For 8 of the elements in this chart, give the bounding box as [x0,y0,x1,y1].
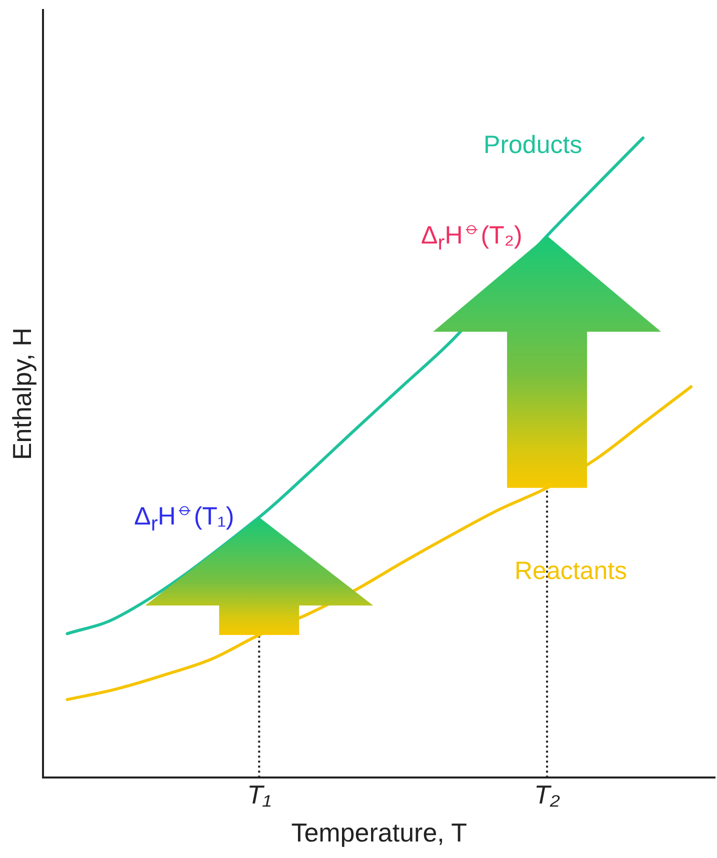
annotation: Δ$_{r}$H$^{⦵}$(T₁) [134,497,234,536]
x-tick-label: T₂ [534,779,560,810]
series-label: Products [484,131,582,160]
series-label: Reactants [514,557,628,586]
x-axis-title: Temperature, T [291,818,468,848]
y-axis-title: Enthalpy, H [6,328,37,460]
annotation: Δ$_{r}$H$^{⦵}$(T₂) [421,216,522,254]
x-tick-label: T₁ [247,779,272,810]
